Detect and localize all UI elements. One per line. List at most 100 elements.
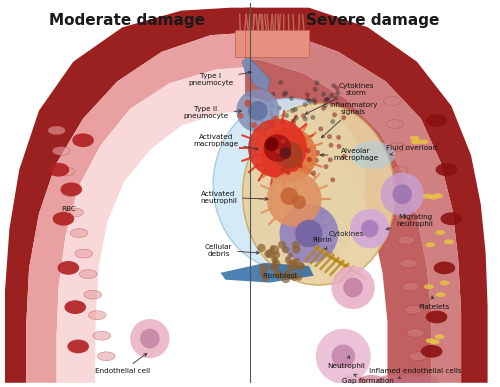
Text: Type II
pneumocyte: Type II pneumocyte — [183, 106, 242, 119]
Circle shape — [262, 127, 317, 182]
Ellipse shape — [436, 163, 457, 176]
Polygon shape — [220, 263, 314, 283]
Circle shape — [244, 99, 250, 106]
Ellipse shape — [388, 143, 406, 152]
Circle shape — [330, 177, 335, 182]
Ellipse shape — [88, 311, 106, 320]
Circle shape — [290, 272, 298, 281]
Ellipse shape — [396, 375, 420, 387]
Circle shape — [299, 145, 304, 150]
Circle shape — [322, 103, 328, 108]
Polygon shape — [245, 8, 488, 383]
Circle shape — [296, 233, 300, 238]
Ellipse shape — [440, 281, 450, 285]
Circle shape — [324, 97, 330, 102]
Ellipse shape — [350, 141, 395, 169]
Circle shape — [310, 115, 316, 120]
Circle shape — [320, 210, 324, 215]
Polygon shape — [236, 30, 284, 57]
Circle shape — [312, 98, 316, 103]
Circle shape — [326, 97, 330, 102]
Circle shape — [311, 171, 316, 175]
Circle shape — [236, 89, 280, 132]
Ellipse shape — [60, 182, 82, 196]
Polygon shape — [242, 57, 270, 91]
Circle shape — [321, 106, 326, 111]
Circle shape — [306, 148, 310, 153]
Circle shape — [281, 167, 285, 172]
Ellipse shape — [421, 345, 442, 358]
Circle shape — [280, 187, 298, 205]
Ellipse shape — [386, 120, 404, 128]
Circle shape — [283, 163, 288, 168]
Circle shape — [271, 256, 276, 262]
Circle shape — [264, 134, 291, 162]
Ellipse shape — [66, 208, 84, 217]
Circle shape — [336, 91, 340, 95]
Circle shape — [260, 270, 266, 277]
Circle shape — [286, 216, 291, 221]
Circle shape — [289, 246, 294, 251]
Circle shape — [334, 86, 340, 91]
Circle shape — [272, 260, 280, 267]
Circle shape — [264, 250, 272, 258]
Circle shape — [294, 115, 298, 120]
Circle shape — [270, 245, 274, 250]
Circle shape — [313, 87, 318, 92]
Ellipse shape — [84, 290, 102, 299]
Circle shape — [320, 216, 324, 221]
Text: Fibroblast: Fibroblast — [262, 273, 297, 279]
Ellipse shape — [404, 305, 422, 314]
Circle shape — [248, 101, 268, 121]
Circle shape — [289, 96, 294, 101]
Circle shape — [276, 141, 303, 169]
Circle shape — [290, 259, 298, 267]
Circle shape — [306, 158, 312, 163]
Circle shape — [330, 245, 334, 250]
Circle shape — [293, 107, 298, 112]
Circle shape — [130, 319, 170, 358]
Text: Cytokines: Cytokines — [328, 231, 364, 236]
Circle shape — [248, 119, 307, 178]
Circle shape — [260, 123, 266, 129]
Circle shape — [307, 157, 312, 162]
Ellipse shape — [444, 239, 454, 244]
Circle shape — [292, 241, 300, 249]
Circle shape — [316, 242, 322, 247]
Ellipse shape — [93, 331, 110, 340]
Ellipse shape — [52, 212, 74, 226]
Circle shape — [280, 128, 285, 133]
Circle shape — [290, 108, 295, 113]
Circle shape — [258, 244, 266, 252]
Circle shape — [281, 139, 285, 144]
Circle shape — [282, 247, 287, 252]
Circle shape — [341, 115, 346, 120]
Text: Platelets: Platelets — [418, 296, 449, 310]
Text: Cytokines
storm: Cytokines storm — [306, 83, 374, 114]
Ellipse shape — [75, 249, 92, 258]
Circle shape — [301, 113, 306, 118]
Ellipse shape — [384, 96, 401, 105]
Ellipse shape — [426, 338, 436, 343]
Circle shape — [303, 116, 308, 122]
Circle shape — [278, 241, 286, 249]
Circle shape — [276, 273, 281, 279]
Circle shape — [361, 220, 378, 238]
Circle shape — [270, 264, 277, 272]
Circle shape — [296, 275, 302, 281]
Circle shape — [282, 246, 290, 253]
Ellipse shape — [64, 300, 86, 314]
Ellipse shape — [409, 352, 426, 361]
Polygon shape — [56, 67, 255, 383]
Ellipse shape — [98, 352, 115, 361]
Circle shape — [272, 257, 278, 263]
Circle shape — [272, 261, 277, 266]
Circle shape — [284, 113, 289, 118]
Circle shape — [287, 260, 295, 268]
Circle shape — [342, 154, 346, 159]
Ellipse shape — [213, 99, 366, 271]
Circle shape — [280, 147, 291, 159]
Ellipse shape — [410, 136, 420, 140]
Circle shape — [328, 143, 334, 148]
Polygon shape — [26, 32, 255, 383]
